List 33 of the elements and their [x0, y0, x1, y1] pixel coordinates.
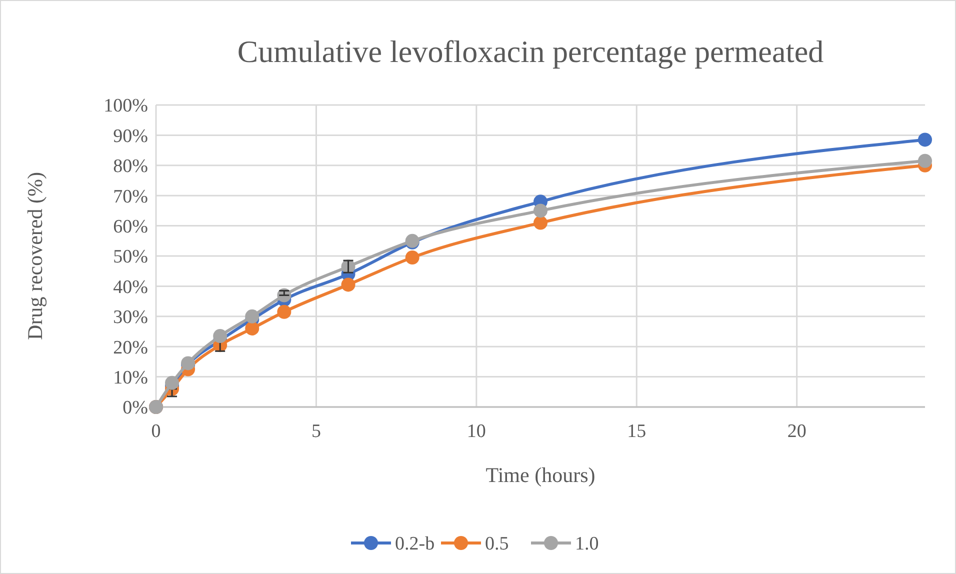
x-tick-label: 15	[627, 421, 646, 442]
point	[245, 321, 260, 336]
legend-label: 0.2-b	[395, 534, 435, 555]
point	[405, 250, 420, 265]
point	[534, 216, 548, 230]
x-tick-label: 0	[151, 421, 161, 442]
y-tick-label: 20%	[113, 337, 148, 358]
y-tick-label: 90%	[113, 126, 148, 147]
legend-label: 0.5	[485, 534, 509, 555]
y-tick-label: 0%	[122, 398, 148, 419]
x-tick-label: 10	[466, 421, 486, 442]
y-tick-label: 30%	[113, 307, 148, 328]
point	[277, 304, 292, 319]
x-tick-label: 5	[311, 421, 321, 442]
y-tick-label: 100%	[104, 96, 148, 117]
y-tick-label: 80%	[113, 156, 148, 178]
point	[165, 376, 180, 390]
y-axis-title: Drug recovered (%)	[23, 172, 47, 340]
y-tick-label: 70%	[113, 186, 148, 208]
chart-title: Cumulative levofloxacin percentage permeated	[237, 34, 824, 69]
point	[213, 329, 228, 344]
point	[534, 204, 548, 218]
y-tick-label: 50%	[113, 246, 148, 268]
point	[245, 309, 260, 324]
x-tick-label: 20	[787, 421, 806, 442]
point	[918, 132, 932, 147]
y-tick-label: 10%	[113, 367, 148, 388]
y-tick-label: 60%	[113, 216, 148, 238]
x-axis-title: Time (hours)	[486, 463, 596, 487]
y-tick-label: 40%	[113, 276, 148, 298]
point	[341, 278, 356, 292]
point	[918, 154, 932, 168]
legend-label: 1.0	[575, 534, 599, 555]
